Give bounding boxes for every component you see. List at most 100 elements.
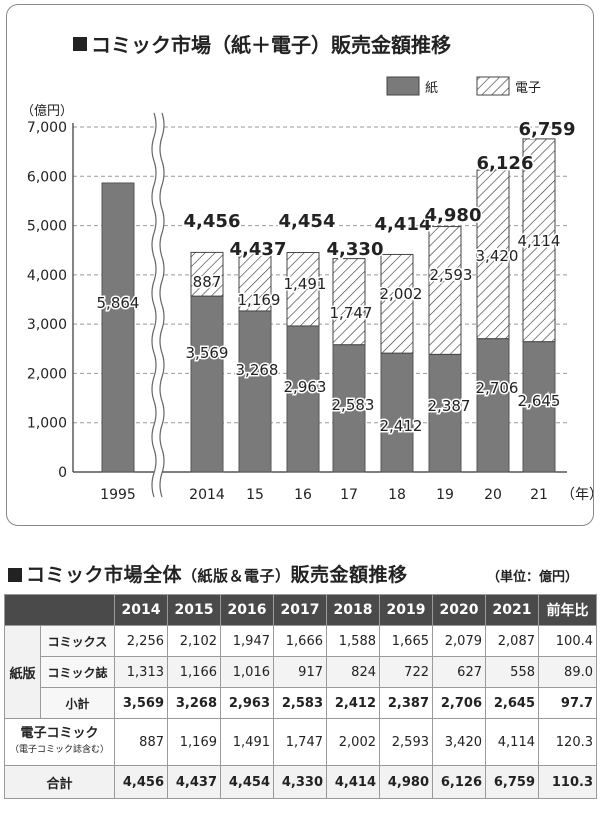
bar-digital (190, 251, 224, 297)
bar-digital (238, 252, 272, 312)
table-header-cell: 2017 (273, 594, 327, 626)
total-value-label: 4,437 (230, 239, 287, 260)
table-cell: 4,414 (326, 765, 380, 799)
bar-paper (380, 352, 414, 473)
table-cell: 627 (432, 656, 486, 688)
chart-title: コミック市場（紙＋電子）販売金額推移 (91, 33, 451, 57)
table-cell: 110.3 (538, 765, 597, 799)
total-row: 合計 4,456 4,437 4,454 4,330 4,414 4,980 6,126 6,7… (4, 765, 597, 799)
y-tick-label: 3,000 (27, 317, 67, 333)
table-cell: 2,963 (220, 687, 274, 719)
legend-digital-label: 電子 (515, 81, 541, 96)
table-cell: 1,665 (379, 625, 433, 657)
table-cell: 1,588 (326, 625, 380, 657)
table-cell: 917 (273, 656, 327, 688)
row-label: コミックス (40, 625, 115, 657)
table-cell: 100.4 (538, 625, 597, 657)
table-cell: 2,102 (167, 625, 221, 657)
y-tick-label: 6,000 (27, 169, 67, 185)
total-value-label: 4,414 (375, 214, 432, 235)
total-value-label: 6,126 (477, 153, 534, 174)
table-cell: 1,166 (167, 656, 221, 688)
sales-table: 2014 2015 2016 2017 2018 2019 2020 2021 前年比 紙版 コミ… (4, 594, 597, 799)
table-cell: 4,980 (379, 765, 433, 799)
x-tick-label: 19 (436, 487, 454, 503)
table-header-cell: 2015 (167, 594, 221, 626)
bar-paper (332, 344, 366, 473)
header-corner (4, 594, 115, 626)
paper-value-label: 2,583 (332, 396, 375, 414)
subtotal-row: 小計 3,569 3,268 2,963 2,583 2,412 2,387 2,706 2,6… (5, 687, 597, 719)
table-cell: 558 (485, 656, 539, 688)
axis-break-gap (154, 113, 162, 476)
table-cell: 6,759 (485, 765, 539, 799)
table-header-cell: 2016 (220, 594, 274, 626)
digital-value-label: 4,114 (518, 232, 561, 250)
table-cell: 2,583 (273, 687, 327, 719)
legend: 紙 電子 (386, 76, 541, 96)
total-value-label: 6,759 (519, 119, 576, 140)
table-cell: 6,126 (432, 765, 486, 799)
table-cell: 3,420 (432, 718, 486, 766)
table-cell: 1,947 (220, 625, 274, 657)
y-tick-label: 0 (58, 465, 67, 481)
table-cell: 4,454 (220, 765, 274, 799)
bar-digital (380, 253, 414, 354)
table-cell: 2,706 (432, 687, 486, 719)
table-cell: 824 (326, 656, 380, 688)
table-cell: 887 (114, 718, 168, 766)
table-cell: 722 (379, 656, 433, 688)
table-cell: 2,387 (379, 687, 433, 719)
bar-digital (286, 251, 320, 327)
data-labels: 5,864 3,569 887 4,456 3,268 1,169 4,437 2,963 1,… (95, 118, 577, 437)
y-tick-label: 1,000 (27, 416, 67, 432)
x-tick-label: 16 (294, 487, 312, 503)
paper-value-label: 2,706 (476, 379, 519, 397)
bar-paper (190, 295, 224, 473)
digital-value-label: 887 (193, 273, 222, 291)
y-axis-label: （億円） (21, 103, 73, 119)
table-header-cell: 2021 (485, 594, 539, 626)
paper-value-label: 3,569 (186, 344, 229, 362)
x-tick-label: 21 (530, 487, 548, 503)
row-label: コミック誌 (40, 656, 115, 688)
paper-value-label: 3,268 (236, 361, 279, 379)
digital-value-label: 1,491 (284, 275, 327, 293)
bar-paper (286, 325, 320, 473)
total-value-label: 4,456 (184, 211, 241, 232)
digital-value-label: 1,747 (330, 304, 373, 322)
axes: （億円） 0 1,000 2,000 3,000 4,000 5,000 6,000 7,000… (21, 103, 593, 503)
table-unit: （単位：億円） (487, 570, 579, 585)
x-tick-label: 17 (340, 487, 358, 503)
digital-row: 電子コミック （電子コミック誌含む） 887 1,169 1,491 1,747 2,002… (4, 718, 597, 766)
bar-digital (332, 258, 366, 346)
table-cell: 2,002 (326, 718, 380, 766)
table-row: コミック誌 1,313 1,166 1,016 917 824 722 627 558 89.0 (5, 656, 597, 688)
paper-value-label: 2,645 (518, 392, 561, 410)
axis-break-mark (151, 112, 157, 498)
digital-value-label: 2,002 (380, 285, 423, 303)
table-cell: 2,087 (485, 625, 539, 657)
legend-paper-label: 紙 (425, 81, 438, 96)
total-value-label: 4,330 (327, 239, 384, 260)
y-tick-label: 7,000 (27, 120, 67, 136)
digital-value-label: 2,593 (430, 266, 473, 284)
table-row: 紙版 コミックス 2,256 2,102 1,947 1,666 1,588 1,665 2,0… (4, 625, 597, 719)
table-cell: 2,593 (379, 718, 433, 766)
x-tick-label: 20 (484, 487, 502, 503)
y-tick-label: 5,000 (27, 219, 67, 235)
table-cell: 2,645 (485, 687, 539, 719)
digital-value-label: 1,169 (238, 291, 281, 309)
legend-paper-swatch (386, 76, 420, 96)
total-row-label: 合計 (4, 765, 115, 799)
total-value-label: 4,980 (425, 205, 482, 226)
axis-break-mark (159, 112, 165, 498)
table-title: コミック市場全体（紙版＆電子）販売金額推移 (8, 560, 408, 587)
table-header-cell: 2019 (379, 594, 433, 626)
bar-paper (522, 341, 556, 473)
table-header-cell: 2020 (432, 594, 486, 626)
y-tick-label: 2,000 (27, 366, 67, 382)
paper-value-label: 2,387 (428, 397, 471, 415)
table-header-row: 2014 2015 2016 2017 2018 2019 2020 2021 前年比 (4, 594, 597, 626)
table-header-cell: 2014 (114, 594, 168, 626)
